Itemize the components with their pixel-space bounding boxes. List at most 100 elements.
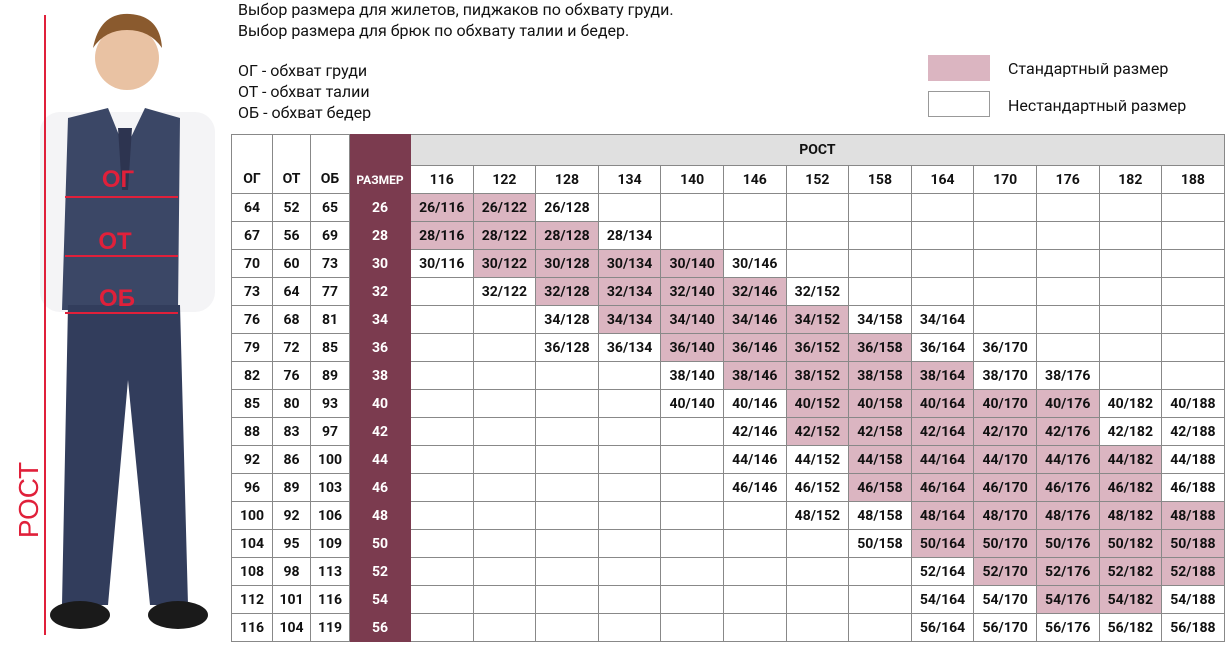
size-cell: 48/164 xyxy=(910,501,975,530)
hips: 85 xyxy=(310,333,350,362)
size: 38 xyxy=(349,361,411,390)
abbreviation: ОГ - обхват груди xyxy=(238,61,368,80)
height-value: 182 xyxy=(1098,165,1163,194)
waist: 80 xyxy=(272,389,311,418)
size-cell: 32/122 xyxy=(472,277,537,306)
hips: 69 xyxy=(310,221,350,250)
chest-label: ОГ xyxy=(102,166,135,193)
empty-cell xyxy=(535,585,599,614)
size-cell: 52/176 xyxy=(1035,557,1100,586)
size-cell: 38/140 xyxy=(660,361,724,390)
empty-cell xyxy=(660,501,724,530)
empty-cell xyxy=(660,417,724,446)
empty-cell xyxy=(1161,277,1225,306)
hips: 93 xyxy=(310,389,350,418)
empty-cell xyxy=(410,333,474,362)
empty-cell xyxy=(535,417,599,446)
hips: 97 xyxy=(310,417,350,446)
intro-line: Выбор размера для жилетов, пиджаков по о… xyxy=(238,0,674,19)
size-cell: 40/170 xyxy=(973,389,1037,418)
waist: 52 xyxy=(272,193,311,222)
intro-line: Выбор размера для брюк по обхвату талии … xyxy=(238,21,630,40)
empty-cell xyxy=(472,613,537,642)
size-cell: 36/170 xyxy=(973,333,1037,362)
size-cell: 50/176 xyxy=(1035,529,1100,558)
size: 56 xyxy=(349,613,411,642)
size-cell: 52/164 xyxy=(910,557,975,586)
legend-swatch-standard xyxy=(928,55,990,81)
size-cell: 28/134 xyxy=(597,221,662,250)
size-cell: 26/122 xyxy=(472,193,537,222)
empty-cell xyxy=(1035,305,1100,334)
hips: 89 xyxy=(310,361,350,390)
empty-cell xyxy=(472,473,537,502)
size-cell: 48/152 xyxy=(785,501,850,530)
empty-cell xyxy=(848,613,912,642)
waist: 95 xyxy=(272,529,311,558)
waist: 56 xyxy=(272,221,311,250)
size: 46 xyxy=(349,473,411,502)
column-header: РАЗМЕР xyxy=(349,134,411,194)
empty-cell xyxy=(848,585,912,614)
size-cell: 32/140 xyxy=(660,277,724,306)
waist: 64 xyxy=(272,277,311,306)
size-cell: 48/182 xyxy=(1098,501,1163,530)
empty-cell xyxy=(472,361,537,390)
height-value: 146 xyxy=(722,165,787,194)
empty-cell xyxy=(848,193,912,222)
empty-cell xyxy=(910,221,975,250)
size-cell: 52/170 xyxy=(973,557,1037,586)
size-cell: 30/146 xyxy=(722,249,787,278)
size-cell: 52/182 xyxy=(1098,557,1163,586)
size-cell: 44/158 xyxy=(848,445,912,474)
size-cell: 50/188 xyxy=(1161,529,1225,558)
size: 36 xyxy=(349,333,411,362)
empty-cell xyxy=(973,277,1037,306)
size-cell: 30/134 xyxy=(597,249,662,278)
empty-cell xyxy=(597,585,662,614)
waist: 104 xyxy=(272,613,311,642)
empty-cell xyxy=(1161,361,1225,390)
empty-cell xyxy=(660,585,724,614)
hips: 65 xyxy=(310,193,350,222)
column-header: ОГ xyxy=(231,134,273,194)
waist: 72 xyxy=(272,333,311,362)
size-cell: 36/152 xyxy=(785,333,850,362)
empty-cell xyxy=(410,613,474,642)
empty-cell xyxy=(1035,221,1100,250)
height-value: 176 xyxy=(1035,165,1100,194)
size-cell: 28/116 xyxy=(410,221,474,250)
hips: 77 xyxy=(310,277,350,306)
chest: 96 xyxy=(231,473,273,502)
size-cell: 54/188 xyxy=(1161,585,1225,614)
size-cell: 40/152 xyxy=(785,389,850,418)
size-cell: 44/146 xyxy=(722,445,787,474)
empty-cell xyxy=(848,277,912,306)
empty-cell xyxy=(597,361,662,390)
size-cell: 38/152 xyxy=(785,361,850,390)
empty-cell xyxy=(597,473,662,502)
size-cell: 46/164 xyxy=(910,473,975,502)
chest: 82 xyxy=(231,361,273,390)
waist: 83 xyxy=(272,417,311,446)
empty-cell xyxy=(1098,221,1163,250)
empty-cell xyxy=(1161,221,1225,250)
legend-swatch-nonstandard xyxy=(928,91,990,117)
size: 48 xyxy=(349,501,411,530)
empty-cell xyxy=(973,305,1037,334)
size-cell: 56/176 xyxy=(1035,613,1100,642)
size-cell: 36/134 xyxy=(597,333,662,362)
size-cell: 56/170 xyxy=(973,613,1037,642)
empty-cell xyxy=(1035,193,1100,222)
size-cell: 54/170 xyxy=(973,585,1037,614)
empty-cell xyxy=(535,445,599,474)
waist-label: ОТ xyxy=(98,228,132,255)
empty-cell xyxy=(410,445,474,474)
empty-cell xyxy=(660,445,724,474)
size-cell: 46/146 xyxy=(722,473,787,502)
empty-cell xyxy=(1035,277,1100,306)
size-cell: 38/158 xyxy=(848,361,912,390)
empty-cell xyxy=(597,613,662,642)
size: 40 xyxy=(349,389,411,418)
empty-cell xyxy=(597,417,662,446)
